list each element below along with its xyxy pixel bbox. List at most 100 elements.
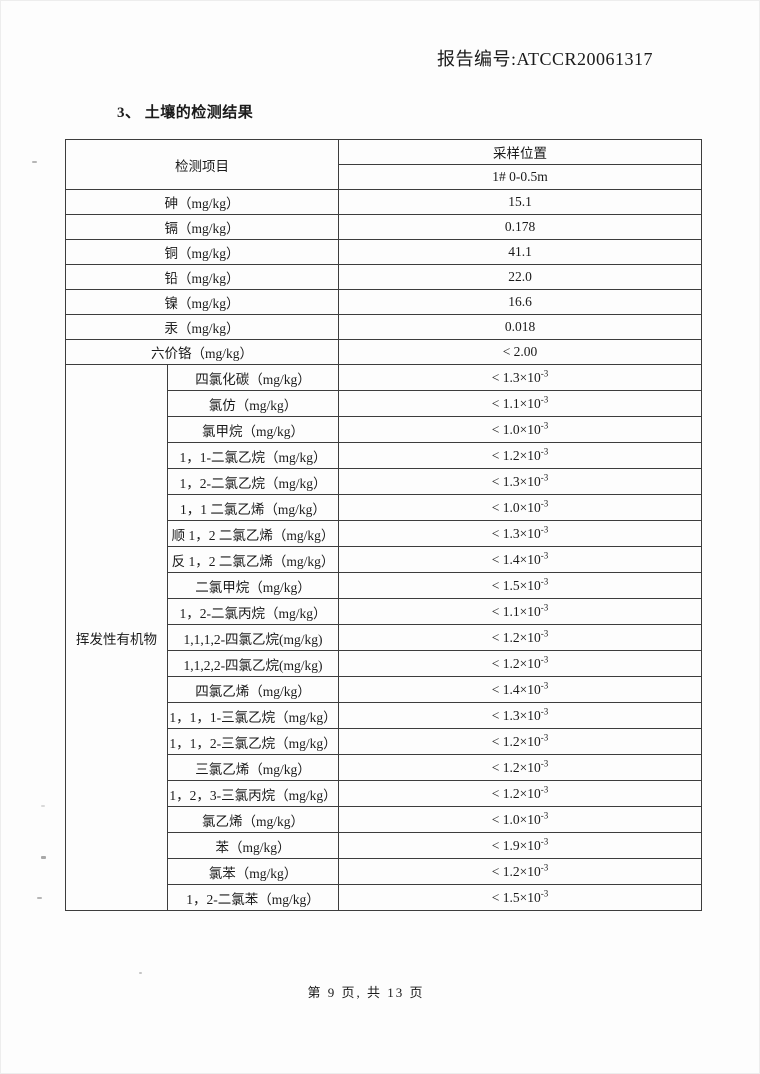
row-item-label: 铅（mg/kg） [65, 264, 339, 290]
table-row: 1,1,2,2-四氯乙烷(mg/kg) < 1.2×10-3 [66, 650, 702, 677]
page-footer: 第 9 页, 共 13 页 [307, 985, 425, 1000]
row-item-label: 氯甲烷（mg/kg） [167, 416, 339, 443]
table-row: 挥发性有机物 四氯化碳（mg/kg） < 1.3×10-3 [65, 364, 702, 911]
value-exponent: -3 [540, 810, 549, 820]
value-base: < 1.1×10 [491, 603, 541, 619]
row-value: 22.0 [338, 264, 702, 290]
table-row: 1,1,1,2-四氯乙烷(mg/kg) < 1.2×10-3 [66, 624, 702, 651]
report-number: 报告编号:ATCCR20061317 [437, 49, 654, 69]
row-item-label: 1,1,2,2-四氯乙烷(mg/kg) [167, 650, 339, 677]
row-value: 41.1 [338, 239, 702, 265]
row-item-label: 镍（mg/kg） [65, 289, 339, 315]
value-base: < 1.3×10 [491, 707, 541, 723]
table-row: 1，2-二氯苯（mg/kg） < 1.5×10-3 [66, 884, 702, 911]
section-title: 3、 土壤的检测结果 [117, 105, 254, 121]
value-base: < 1.3×10 [491, 473, 541, 489]
row-value: < 1.5×10-3 [338, 884, 702, 911]
row-value: < 1.4×10-3 [338, 546, 702, 573]
table-row: 1，1，2-三氯乙烷（mg/kg） < 1.2×10-3 [66, 728, 702, 755]
row-value: < 1.3×10-3 [338, 520, 702, 547]
value-base: < 1.4×10 [491, 681, 541, 697]
row-item-label: 六价铬（mg/kg） [65, 339, 339, 365]
value-base: < 1.9×10 [491, 837, 541, 853]
row-item-label: 1，2-二氯丙烷（mg/kg） [167, 598, 339, 625]
table-row: 1，1-二氯乙烷（mg/kg） < 1.2×10-3 [66, 442, 702, 469]
value-exponent: -3 [540, 446, 549, 456]
value-exponent: -3 [540, 524, 549, 534]
row-value: < 1.1×10-3 [338, 390, 702, 417]
value-exponent: -3 [540, 758, 549, 768]
row-value: < 1.3×10-3 [338, 702, 702, 729]
row-value: < 1.2×10-3 [338, 650, 702, 677]
value-exponent: -3 [540, 784, 549, 794]
table-row: 镍（mg/kg） 16.6 [65, 289, 702, 315]
value-exponent: -3 [540, 862, 549, 872]
value-base: < 1.0×10 [491, 421, 541, 437]
row-value: < 2.00 [338, 339, 702, 365]
table-row: 反 1，2 二氯乙烯（mg/kg） < 1.4×10-3 [66, 546, 702, 573]
value-exponent: -3 [540, 472, 549, 482]
header-sampling-point: 1# 0-0.5m [338, 164, 702, 190]
row-value: < 1.0×10-3 [338, 416, 702, 443]
table-header: 检测项目 采样位置 1# 0-0.5m [65, 139, 702, 190]
table-row: 苯（mg/kg） < 1.9×10-3 [66, 832, 702, 859]
value-exponent: -3 [540, 498, 549, 508]
value-base: < 1.1×10 [491, 395, 541, 411]
header-sampling-col: 采样位置 [338, 139, 702, 165]
table-row: 1，2，3-三氯丙烷（mg/kg） < 1.2×10-3 [66, 780, 702, 807]
value-exponent: -3 [540, 732, 549, 742]
table-row: 六价铬（mg/kg） < 2.00 [65, 339, 702, 365]
value-exponent: -3 [540, 420, 549, 430]
row-item-label: 1，1 二氯乙烯（mg/kg） [167, 494, 339, 521]
row-item-label: 四氯化碳（mg/kg） [167, 364, 339, 391]
row-value: < 1.2×10-3 [338, 624, 702, 651]
value-base: < 1.0×10 [491, 499, 541, 515]
value-exponent: -3 [540, 550, 549, 560]
row-item-label: 1，2，3-三氯丙烷（mg/kg） [167, 780, 339, 807]
row-item-label: 1，1-二氯乙烷（mg/kg） [167, 442, 339, 469]
header-item-col: 检测项目 [65, 139, 339, 190]
value-exponent: -3 [540, 680, 549, 690]
value-exponent: -3 [540, 888, 549, 898]
row-value: < 1.0×10-3 [338, 806, 702, 833]
value-base: < 1.0×10 [491, 811, 541, 827]
value-exponent: -3 [540, 576, 549, 586]
row-value: < 1.5×10-3 [338, 572, 702, 599]
value-base: < 1.2×10 [491, 655, 541, 671]
table-row: 氯甲烷（mg/kg） < 1.0×10-3 [66, 416, 702, 443]
row-value: < 1.2×10-3 [338, 858, 702, 885]
row-item-label: 三氯乙烯（mg/kg） [167, 754, 339, 781]
row-item-label: 苯（mg/kg） [167, 832, 339, 859]
table-header-row-2: 1# 0-0.5m [66, 164, 702, 190]
row-item-label: 1，1，1-三氯乙烷（mg/kg） [167, 702, 339, 729]
row-value: < 1.1×10-3 [338, 598, 702, 625]
value-base: < 1.2×10 [491, 629, 541, 645]
scan-speck [41, 805, 45, 807]
row-item-label: 砷（mg/kg） [65, 189, 339, 215]
table-row: 铅（mg/kg） 22.0 [65, 264, 702, 290]
row-value: < 1.4×10-3 [338, 676, 702, 703]
scan-speck [37, 897, 42, 899]
value-exponent: -3 [540, 394, 549, 404]
row-item-label: 1,1,1,2-四氯乙烷(mg/kg) [167, 624, 339, 651]
row-item-label: 反 1，2 二氯乙烯（mg/kg） [167, 546, 339, 573]
value-exponent: -3 [540, 368, 549, 378]
row-item-label: 1，2-二氯苯（mg/kg） [167, 884, 339, 911]
value-base: < 1.5×10 [491, 577, 541, 593]
scan-speck [139, 972, 142, 974]
scan-speck [41, 856, 46, 859]
row-value: < 1.3×10-3 [338, 468, 702, 495]
row-value: 15.1 [338, 189, 702, 215]
table-body: 砷（mg/kg） 15.1 镉（mg/kg） 0.178 铜（mg/kg） 41.1 铅（m… [65, 189, 702, 911]
row-value: < 1.2×10-3 [338, 728, 702, 755]
value-exponent: -3 [540, 602, 549, 612]
scan-speck [32, 161, 37, 163]
value-exponent: -3 [540, 628, 549, 638]
row-item-label: 镉（mg/kg） [65, 214, 339, 240]
value-base: < 1.2×10 [491, 447, 541, 463]
row-value: < 1.2×10-3 [338, 780, 702, 807]
row-item-label: 氯仿（mg/kg） [167, 390, 339, 417]
row-value: 16.6 [338, 289, 702, 315]
table-row: 二氯甲烷（mg/kg） < 1.5×10-3 [66, 572, 702, 599]
